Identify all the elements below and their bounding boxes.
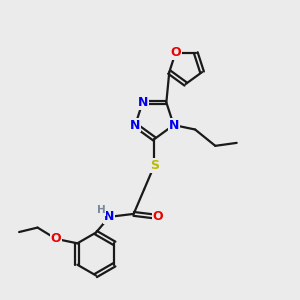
Text: N: N <box>169 118 179 131</box>
Text: O: O <box>51 232 61 245</box>
Text: O: O <box>153 210 163 224</box>
Text: N: N <box>130 118 140 131</box>
Text: H: H <box>97 205 106 215</box>
Text: N: N <box>104 210 115 224</box>
Text: N: N <box>137 96 148 109</box>
Text: O: O <box>170 46 181 59</box>
Text: S: S <box>150 159 159 172</box>
